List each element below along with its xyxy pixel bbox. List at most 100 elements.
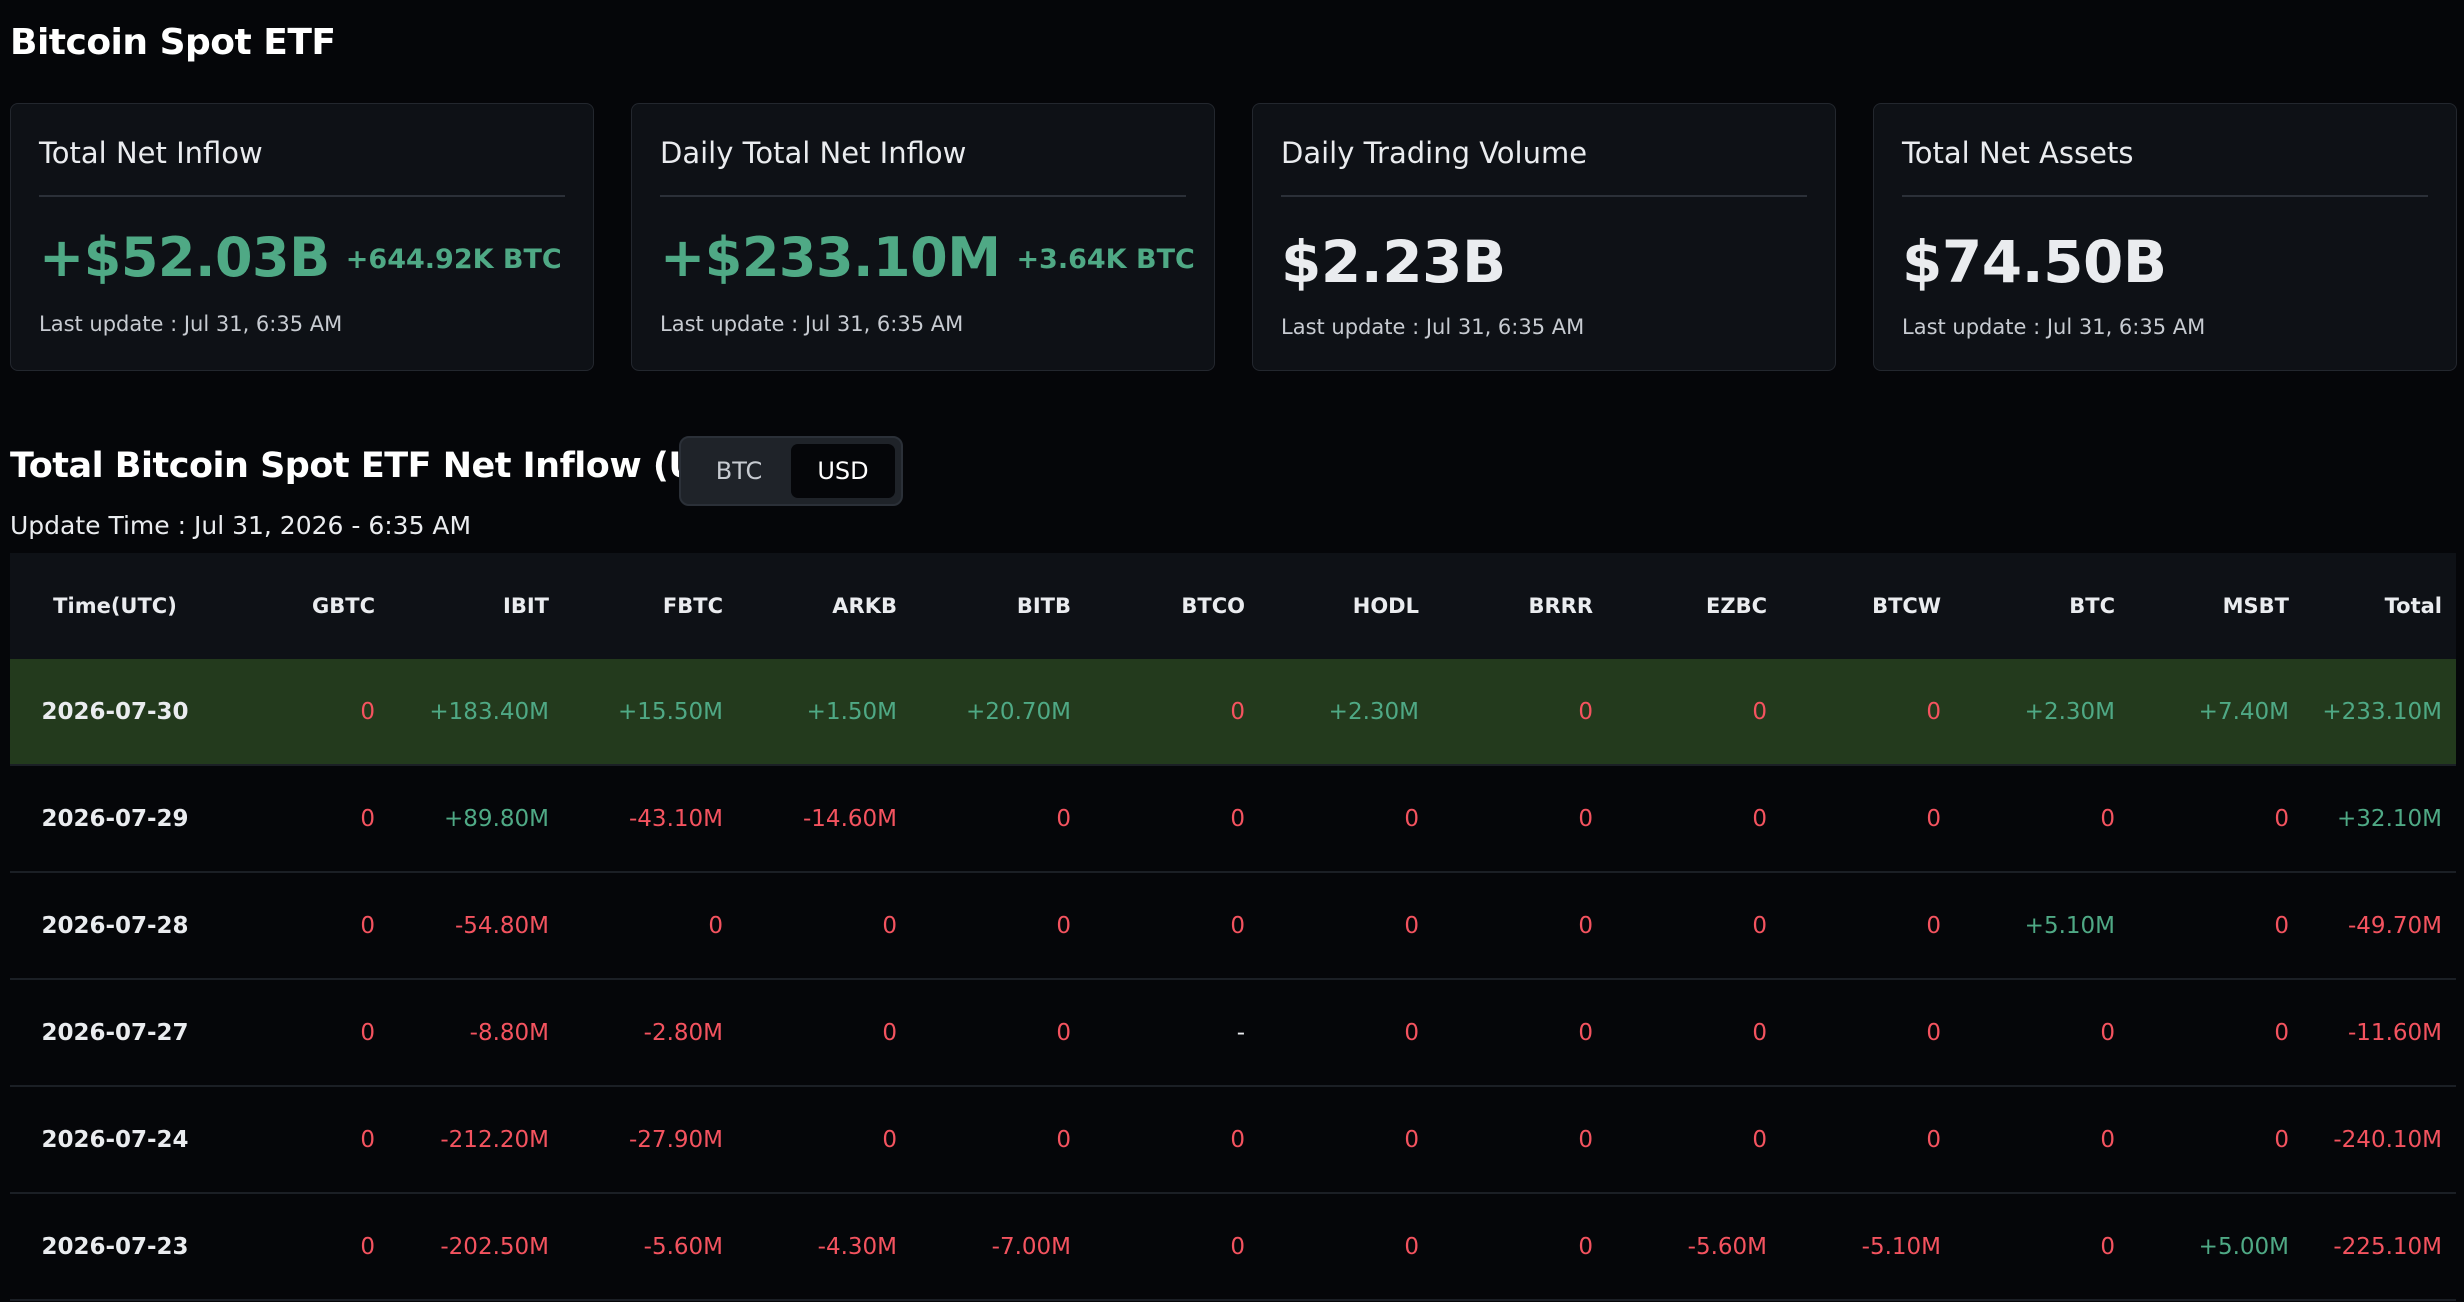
cell-bitb: +20.70M <box>966 698 1071 725</box>
cell-ibit: -202.50M <box>440 1233 549 1260</box>
cell-bitb: -7.00M <box>991 1233 1071 1260</box>
section-title: Total Bitcoin Spot ETF Net Inflow (USD) <box>10 446 766 486</box>
cell-btco: 0 <box>1230 698 1245 725</box>
cell-ezbc: -5.60M <box>1687 1233 1767 1260</box>
cell-btc: +2.30M <box>2024 698 2115 725</box>
table-row: 2026-07-24 0 -212.20M -27.90M 0 0 0 0 0 0 0 0 0 -240.… <box>10 1087 2456 1194</box>
toggle-usd-button[interactable]: USD <box>791 444 895 498</box>
cell-gbtc: 0 <box>360 1126 375 1153</box>
column-header-total: Total <box>2384 594 2442 618</box>
cell-btcw: 0 <box>1926 698 1941 725</box>
cell-msbt: +7.40M <box>2198 698 2289 725</box>
net-inflow-table: Time(UTC) GBTC IBIT FBTC ARKB BITB BTCO HODL BRR… <box>10 553 2456 1301</box>
card-last-update: Last update : Jul 31, 6:35 AM <box>1281 315 1585 339</box>
card-value: +$233.10M +3.64K BTC <box>660 226 1195 289</box>
cell-fbtc: -43.10M <box>629 805 723 832</box>
table-row: 2026-07-27 0 -8.80M -2.80M 0 0 - 0 0 0 0 0 0 -11.60M <box>10 980 2456 1087</box>
cell-btcw: -5.10M <box>1861 1233 1941 1260</box>
cell-btc: 0 <box>2100 805 2115 832</box>
summary-cards: Total Net Inflow +$52.03B +644.92K BTC La… <box>10 103 2457 373</box>
cell-btc: 0 <box>2100 1126 2115 1153</box>
card-title: Daily Total Net Inflow <box>660 136 967 170</box>
card-total-net-inflow: Total Net Inflow +$52.03B +644.92K BTC La… <box>10 103 594 371</box>
column-header-ezbc: EZBC <box>1706 594 1767 618</box>
card-sub-value: +3.64K BTC <box>1016 244 1195 275</box>
cell-ibit: -212.20M <box>440 1126 549 1153</box>
cell-msbt: 0 <box>2274 912 2289 939</box>
column-header-btcw: BTCW <box>1872 594 1941 618</box>
cell-ibit: +89.80M <box>444 805 549 832</box>
cell-hodl: 0 <box>1404 1019 1419 1046</box>
column-header-bitb: BITB <box>1016 594 1071 618</box>
cell-ezbc: 0 <box>1752 1126 1767 1153</box>
cell-btc: 0 <box>2100 1233 2115 1260</box>
cell-ibit: -54.80M <box>455 912 549 939</box>
cell-fbtc: -27.90M <box>629 1126 723 1153</box>
cell-btco: 0 <box>1230 805 1245 832</box>
card-last-update: Last update : Jul 31, 6:35 AM <box>1902 315 2206 339</box>
cell-brrr: 0 <box>1578 1233 1593 1260</box>
cell-brrr: 0 <box>1578 698 1593 725</box>
update-time: Update Time : Jul 31, 2026 - 6:35 AM <box>10 511 472 540</box>
cell-hodl: 0 <box>1404 1233 1419 1260</box>
card-value: +$52.03B +644.92K BTC <box>39 226 562 289</box>
column-header-ibit: IBIT <box>503 594 549 618</box>
cell-total: -49.70M <box>2348 912 2442 939</box>
table-row: 2026-07-28 0 -54.80M 0 0 0 0 0 0 0 0 +5.10M 0 -49.70M <box>10 873 2456 980</box>
toggle-btc-button[interactable]: BTC <box>715 457 763 485</box>
cell-msbt: 0 <box>2274 805 2289 832</box>
column-header-hodl: HODL <box>1352 594 1419 618</box>
cell-btco: - <box>1236 1019 1245 1046</box>
row-date: 2026-07-28 <box>41 912 189 939</box>
page-title: Bitcoin Spot ETF <box>10 22 336 63</box>
card-divider <box>1902 195 2428 197</box>
column-header-msbt: MSBT <box>2222 594 2289 618</box>
cell-ezbc: 0 <box>1752 698 1767 725</box>
row-date: 2026-07-23 <box>41 1233 189 1260</box>
cell-btco: 0 <box>1230 1233 1245 1260</box>
card-title: Total Net Assets <box>1902 136 2134 170</box>
column-header-brrr: BRRR <box>1528 594 1593 618</box>
cell-ezbc: 0 <box>1752 805 1767 832</box>
card-last-update: Last update : Jul 31, 6:35 AM <box>660 312 964 336</box>
cell-brrr: 0 <box>1578 1126 1593 1153</box>
cell-msbt: +5.00M <box>2198 1233 2289 1260</box>
card-sub-value: +644.92K BTC <box>345 244 562 275</box>
column-header-btco: BTCO <box>1181 594 1245 618</box>
cell-gbtc: 0 <box>360 1019 375 1046</box>
cell-total: +233.10M <box>2322 698 2442 725</box>
cell-ibit: -8.80M <box>469 1019 549 1046</box>
cell-bitb: 0 <box>1056 1126 1071 1153</box>
cell-arkb: 0 <box>882 1126 897 1153</box>
cell-hodl: 0 <box>1404 912 1419 939</box>
cell-gbtc: 0 <box>360 698 375 725</box>
cell-btcw: 0 <box>1926 1126 1941 1153</box>
cell-fbtc: -2.80M <box>643 1019 723 1046</box>
cell-brrr: 0 <box>1578 805 1593 832</box>
column-header-btc: BTC <box>2069 594 2115 618</box>
currency-toggle: BTC USD <box>679 436 903 506</box>
cell-hodl: 0 <box>1404 1126 1419 1153</box>
cell-bitb: 0 <box>1056 805 1071 832</box>
row-date: 2026-07-24 <box>41 1126 189 1153</box>
column-header-fbtc: FBTC <box>662 594 723 618</box>
card-last-update: Last update : Jul 31, 6:35 AM <box>39 312 343 336</box>
card-daily-total-net-inflow: Daily Total Net Inflow +$233.10M +3.64K B… <box>631 103 1215 371</box>
cell-total: -240.10M <box>2333 1126 2442 1153</box>
card-divider <box>1281 195 1807 197</box>
card-divider <box>39 195 565 197</box>
column-header-arkb: ARKB <box>832 594 897 618</box>
card-divider <box>660 195 1186 197</box>
cell-arkb: +1.50M <box>806 698 897 725</box>
cell-gbtc: 0 <box>360 1233 375 1260</box>
cell-gbtc: 0 <box>360 805 375 832</box>
cell-btco: 0 <box>1230 912 1245 939</box>
cell-msbt: 0 <box>2274 1019 2289 1046</box>
cell-hodl: +2.30M <box>1328 698 1419 725</box>
table-row: 2026-07-23 0 -202.50M -5.60M -4.30M -7.00M 0 0 0… <box>10 1194 2456 1301</box>
cell-arkb: 0 <box>882 912 897 939</box>
card-value: $2.23B <box>1281 228 1506 296</box>
column-header-time: Time(UTC) <box>53 594 177 618</box>
column-header-gbtc: GBTC <box>312 594 375 618</box>
